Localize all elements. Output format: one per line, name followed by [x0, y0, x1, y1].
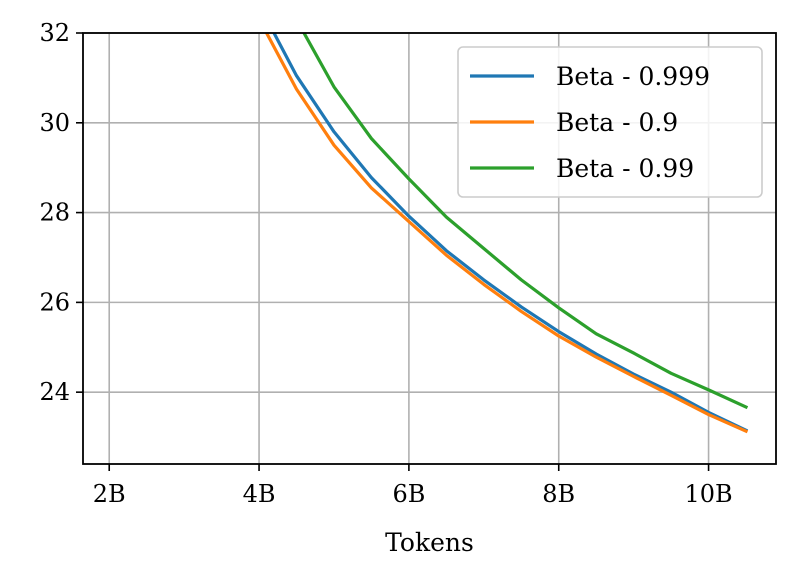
y-tick-label: 24 [39, 378, 70, 406]
legend-box [457, 46, 763, 198]
legend: Beta - 0.999 Beta - 0.9 Beta - 0.99 [457, 46, 763, 198]
series-line-1 [272, 33, 749, 433]
plot-area [264, 33, 749, 434]
x-axis: 2B 4B 6B 8B 10B [93, 464, 733, 508]
series-line-2 [264, 33, 749, 434]
x-tick-label: 2B [93, 480, 126, 508]
x-tick-label: 8B [542, 480, 575, 508]
x-tick-label: 6B [392, 480, 425, 508]
y-tick-label: 30 [39, 109, 70, 137]
y-axis: 24 26 28 30 32 [39, 19, 83, 406]
x-axis-title: Tokens [385, 528, 474, 557]
y-tick-label: 28 [39, 199, 70, 227]
legend-label: Beta - 0.999 [556, 62, 710, 91]
series-line-3 [302, 33, 749, 410]
y-tick-label: 32 [39, 19, 70, 47]
legend-label: Beta - 0.99 [556, 154, 694, 183]
legend-label: Beta - 0.9 [556, 108, 678, 137]
x-tick-label: 4B [243, 480, 276, 508]
y-tick-label: 26 [39, 288, 70, 316]
x-tick-label: 10B [684, 480, 732, 508]
series-group [264, 33, 749, 434]
axes-frame [82, 32, 777, 465]
